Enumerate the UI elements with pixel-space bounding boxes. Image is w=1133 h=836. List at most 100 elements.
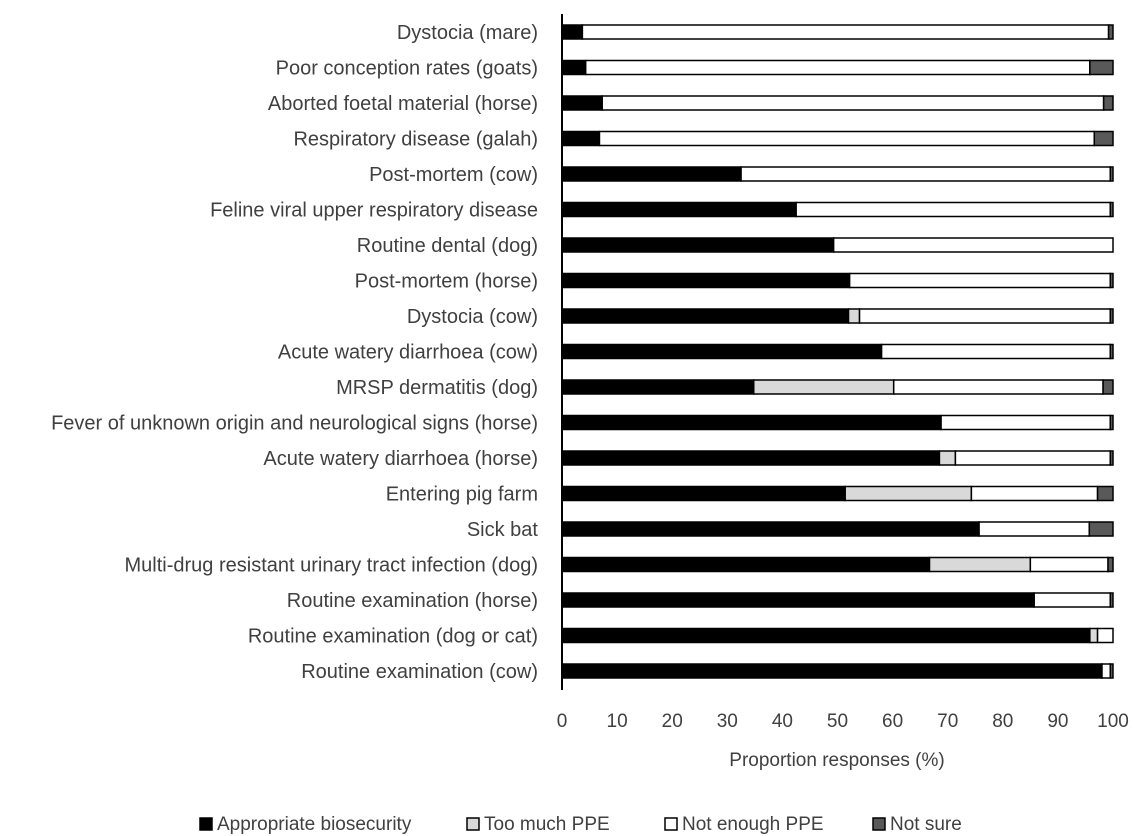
bar-segment (1109, 201, 1114, 218)
bar-segment (561, 379, 755, 395)
bar-segment (561, 201, 797, 218)
legend-label: Not sure (890, 814, 962, 835)
category-label: Acute watery diarrhoea (cow) (278, 342, 538, 364)
bar-segment (561, 95, 603, 111)
x-tick-label: 80 (992, 711, 1013, 732)
bars-group (561, 24, 1114, 679)
bar-segment (561, 166, 742, 182)
x-tick-label: 90 (1047, 711, 1068, 732)
bar-segment (892, 379, 1104, 395)
bar-segment (858, 308, 1111, 324)
bar-segment (1033, 592, 1111, 608)
bar-segment (1088, 521, 1114, 537)
bar-segment (1096, 627, 1114, 644)
legend-item: Not sure (872, 814, 962, 835)
bar-segment (848, 272, 1111, 289)
bar-segment (938, 450, 957, 466)
legend-item: Appropriate biosecurity (199, 814, 412, 835)
x-tick-label: 70 (937, 711, 958, 732)
bar-segment (561, 237, 835, 253)
bar-segment (561, 627, 1091, 644)
bar-segment (752, 379, 895, 395)
bar-segment (844, 485, 973, 502)
category-label: Fever of unknown origin and neurological… (51, 413, 538, 435)
category-label: Dystocia (cow) (407, 306, 538, 328)
category-label: Post-mortem (cow) (369, 164, 538, 186)
category-label: Post-mortem (horse) (355, 271, 538, 293)
bar-segment (561, 521, 980, 537)
bar-segment (954, 450, 1111, 466)
category-label: Acute watery diarrhoea (horse) (263, 448, 538, 470)
bar-segment (1093, 130, 1114, 147)
bar-segment (1101, 663, 1111, 679)
legend-swatch (664, 817, 678, 831)
category-label: Respiratory disease (galah) (293, 129, 538, 151)
legend-item: Too much PPE (466, 814, 610, 835)
bar-segment (1109, 343, 1114, 360)
category-label: MRSP dermatitis (dog) (336, 377, 538, 399)
bar-segment (928, 556, 1032, 573)
bar-segment (1109, 592, 1114, 608)
legend-label: Too much PPE (484, 814, 610, 835)
bar-segment (1109, 663, 1114, 679)
bar-segment (1109, 272, 1114, 289)
category-label: Poor conception rates (goats) (276, 58, 538, 80)
x-tick-label: 0 (557, 711, 568, 732)
legend-label: Appropriate biosecurity (217, 814, 412, 835)
category-label: Dystocia (mare) (397, 22, 538, 44)
category-label: Routine examination (dog or cat) (248, 626, 538, 648)
legend-swatch (199, 817, 213, 831)
bar-segment (561, 556, 931, 573)
bar-segment (1096, 485, 1114, 502)
x-tick-label: 30 (717, 711, 738, 732)
bar-segment (561, 272, 851, 289)
x-tick-label: 20 (662, 711, 683, 732)
bar-segment (561, 450, 941, 466)
x-tick-label: 60 (882, 711, 903, 732)
bar-segment (880, 343, 1111, 360)
bar-segment (561, 130, 601, 147)
category-label: Feline viral upper respiratory disease (210, 200, 538, 222)
bar-segment (561, 24, 584, 40)
x-tick-label: 50 (827, 711, 848, 732)
x-tick-labels: 0 10 20 30 40 50 60 70 80 90 100 (557, 711, 1129, 732)
bar-segment (584, 59, 1091, 76)
bar-segment (1102, 379, 1114, 395)
category-label: Entering pig farm (386, 484, 538, 506)
bar-segment (561, 592, 1035, 608)
bar-segment (1089, 627, 1099, 644)
category-label: Sick bat (467, 519, 539, 541)
bar-segment (1109, 166, 1114, 182)
bar-segment (847, 308, 861, 324)
bar-segment (1107, 556, 1114, 573)
bar-segment (1109, 414, 1114, 431)
bar-segment (978, 521, 1091, 537)
legend: Appropriate biosecurity Too much PPE Not e… (199, 814, 962, 835)
bar-segment (1102, 95, 1114, 111)
x-axis-title: Proportion responses (%) (729, 750, 944, 771)
legend-item: Not enough PPE (664, 814, 824, 835)
bar-segment (1107, 24, 1114, 40)
bar-segment (561, 59, 587, 76)
bar-segment (581, 24, 1110, 40)
bar-segment (740, 166, 1111, 182)
bar-segment (561, 663, 1103, 679)
bar-segment (561, 485, 846, 502)
category-label: Aborted foetal material (horse) (268, 93, 538, 115)
bar-segment (832, 237, 1114, 253)
bar-segment (1029, 556, 1109, 573)
bar-segment (561, 308, 850, 324)
category-label: Routine dental (dog) (357, 235, 538, 257)
bar-segment (795, 201, 1111, 218)
bar-segment (1109, 450, 1114, 466)
bar-segment (561, 414, 942, 431)
bar-segment (561, 343, 883, 360)
bar-segment (1109, 308, 1114, 324)
category-label: Multi-drug resistant urinary tract infec… (125, 555, 539, 577)
category-label: Routine examination (horse) (287, 590, 538, 612)
legend-swatch (872, 817, 886, 831)
legend-swatch (466, 817, 480, 831)
bar-segment (940, 414, 1111, 431)
x-tick-label: 40 (772, 711, 793, 732)
